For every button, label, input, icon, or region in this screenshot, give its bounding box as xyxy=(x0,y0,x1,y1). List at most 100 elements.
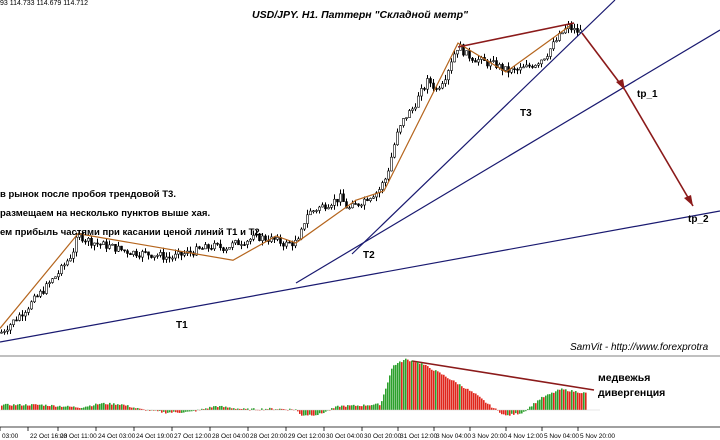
histogram-bar xyxy=(43,405,45,410)
histogram-bar xyxy=(405,358,407,410)
tp2-target-arrow xyxy=(624,89,694,207)
histogram-bar xyxy=(331,408,333,410)
histogram-bar xyxy=(463,388,465,410)
label-t3: T3 xyxy=(520,108,532,119)
histogram-bar xyxy=(155,410,157,411)
histogram-bar xyxy=(83,407,85,410)
histogram-bar xyxy=(251,408,253,410)
histogram-bar xyxy=(279,408,281,410)
histogram-bar xyxy=(429,368,431,410)
histogram-bar xyxy=(21,405,23,410)
candle-body xyxy=(69,258,72,262)
histogram-bar xyxy=(215,406,217,410)
histogram-bar xyxy=(189,410,191,412)
histogram-bar xyxy=(77,407,79,410)
histogram-bar xyxy=(53,405,55,410)
candle-body xyxy=(246,240,249,245)
candle-body xyxy=(138,255,141,258)
histogram-bar xyxy=(227,407,229,410)
histogram-bar xyxy=(123,404,125,410)
histogram-bar xyxy=(163,410,165,412)
histogram-bar xyxy=(523,410,525,412)
candle-body xyxy=(531,65,534,68)
histogram-bar xyxy=(131,407,133,410)
candle-body xyxy=(33,295,36,303)
histogram-bar xyxy=(107,404,109,410)
candle-body xyxy=(510,68,513,73)
candle-body xyxy=(546,56,549,60)
divergence-label-line2: дивергенция xyxy=(598,387,666,399)
candle-body xyxy=(174,253,177,259)
histogram-bar xyxy=(7,403,9,410)
histogram-bar xyxy=(547,394,549,410)
candle-body xyxy=(528,64,531,67)
histogram-bar xyxy=(277,409,279,410)
candle-body xyxy=(384,178,387,183)
histogram-bar xyxy=(57,406,59,410)
histogram-bar xyxy=(575,391,577,410)
candle-body xyxy=(579,29,582,33)
candle-body xyxy=(519,67,522,71)
histogram-bar xyxy=(157,410,159,412)
candle-body xyxy=(417,95,420,108)
histogram-bar xyxy=(341,405,343,410)
histogram-bar xyxy=(493,408,495,410)
candle-body xyxy=(387,170,390,180)
histogram-bar xyxy=(35,404,37,410)
candle-body xyxy=(444,79,447,84)
candle-body xyxy=(120,245,123,251)
histogram-bar xyxy=(119,404,121,410)
histogram-bar xyxy=(383,394,385,410)
candle-body xyxy=(87,237,90,242)
histogram-bar xyxy=(231,408,233,410)
histogram-bar xyxy=(115,404,117,410)
histogram-bar xyxy=(417,362,419,410)
histogram-bar xyxy=(549,394,551,410)
trendline-t2 xyxy=(295,29,720,284)
histogram-bar xyxy=(329,410,331,411)
candle-body xyxy=(345,201,348,209)
histogram-bar xyxy=(171,410,173,413)
histogram-bar xyxy=(27,405,29,410)
histogram-bar xyxy=(385,388,387,410)
histogram-bar xyxy=(401,362,403,410)
candle-body xyxy=(372,196,375,199)
candle-body xyxy=(432,82,435,89)
histogram-bar xyxy=(567,391,569,410)
candle-body xyxy=(111,244,114,246)
time-axis-label: 3 Nov 20:00 xyxy=(472,433,507,440)
candle-body xyxy=(39,290,42,297)
histogram-bar xyxy=(581,393,583,410)
histogram-bar xyxy=(143,409,145,410)
histogram-bar xyxy=(97,404,99,410)
histogram-bar xyxy=(471,391,473,410)
histogram-bar xyxy=(17,404,19,410)
histogram-bar xyxy=(47,405,49,410)
histogram-bar xyxy=(65,406,67,410)
candle-body xyxy=(576,28,579,33)
histogram-bar xyxy=(571,390,573,410)
time-axis-label: 3 Nov 04:00 xyxy=(436,433,471,440)
candle-body xyxy=(315,210,318,212)
histogram-bar xyxy=(395,364,397,410)
histogram-bar xyxy=(545,395,547,410)
histogram-bar xyxy=(173,410,175,412)
candle-body xyxy=(552,41,555,50)
label-t2: T2 xyxy=(363,250,375,261)
candle-body xyxy=(72,251,75,259)
candle-body xyxy=(249,238,252,242)
histogram-bar xyxy=(275,409,277,410)
histogram-bar xyxy=(195,410,197,412)
candle-body xyxy=(15,319,18,322)
histogram-bar xyxy=(555,391,557,410)
histogram-bar xyxy=(73,406,75,410)
histogram-bar xyxy=(559,389,561,410)
histogram-bar xyxy=(527,408,529,410)
histogram-bar xyxy=(269,407,271,410)
histogram-bar xyxy=(495,408,497,410)
histogram-bar xyxy=(479,396,481,410)
candle-body xyxy=(408,110,411,118)
histogram-bar xyxy=(61,406,63,410)
